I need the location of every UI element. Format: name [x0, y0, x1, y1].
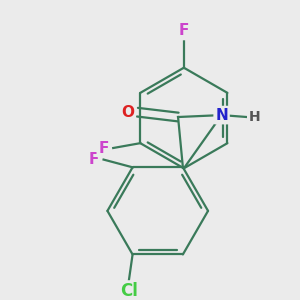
- Text: N: N: [215, 108, 228, 123]
- Text: F: F: [179, 23, 189, 38]
- Text: F: F: [89, 152, 99, 167]
- Text: O: O: [121, 105, 134, 120]
- Text: Cl: Cl: [120, 282, 138, 300]
- Text: F: F: [98, 140, 109, 155]
- Text: H: H: [249, 110, 260, 124]
